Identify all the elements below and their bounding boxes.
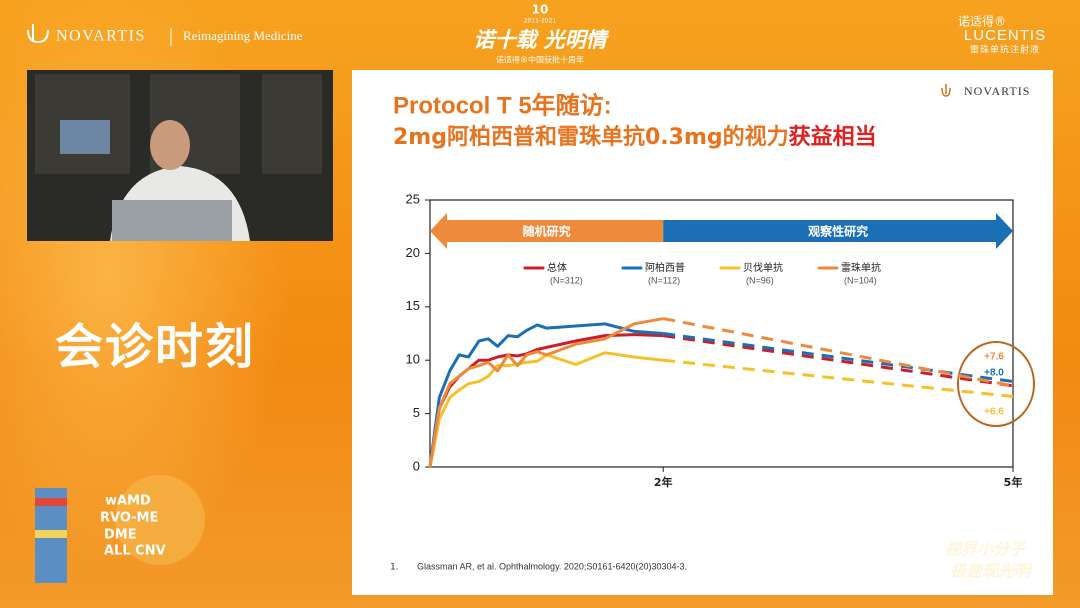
legend-label: 总体 [547,261,567,274]
legend-note: (N=96) [746,275,774,285]
book-stack [35,530,67,538]
laptop [112,200,232,241]
phase-label: 随机研究 [523,224,571,239]
bookshelf [262,74,322,174]
value-label: +6.6 [984,407,1004,418]
event-subtitle: 诺适得®中国获批十周年 [496,55,584,65]
event-years: 2011-2021 [524,18,557,25]
slide-title: 2mg阿柏西普和雷珠单抗0.3mg的视力获益相当 [393,124,877,150]
y-tick-label: 5 [413,405,420,420]
slogan: 视界小分子 [945,540,1027,559]
indication: RVO-ME [100,511,158,526]
presenter-head [150,120,190,170]
series-line [428,317,664,468]
slide-title: Protocol T 5年随访: [393,91,612,119]
y-tick-label: 0 [413,458,420,473]
reference-text: Glassman AR, et al. Ophthalmology. 2020;… [417,561,687,571]
brand: NOVARTIS [56,28,146,45]
value-label: +7.6 [984,352,1004,363]
phase-arrow [663,213,1013,249]
lion-decor [115,475,205,565]
y-tick-label: 10 [406,352,420,367]
slide-logo: NOVARTIS [964,84,1030,98]
slide-logo-icon [941,84,951,97]
x-tick-label: 5年 [1004,475,1023,489]
video-panel [27,70,333,241]
slide-title-highlight: 获益相当 [789,124,877,150]
session-title: 会诊时刻 [55,319,255,375]
indications-decor: wAMD RVO-ME DME ALL CNV [35,475,205,583]
x-tick-label: 2年 [654,475,673,489]
event-badge: 10 [532,3,549,17]
phase-arrow [430,213,664,249]
series-line [428,351,664,468]
highlight-circle [957,341,1035,427]
product-cn: 诺适得® [958,14,1006,29]
reference-number: 1. [390,563,399,573]
header: NOVARTIS Reimagining Medicine 10 2011-20… [27,3,1046,65]
value-label: +8.0 [984,368,1004,379]
product-en: LUCENTIS [964,27,1046,44]
indication: ALL CNV [104,544,166,559]
indication: DME [104,528,137,543]
y-tick-label: 20 [406,245,420,260]
books [60,120,110,154]
legend-note: (N=104) [844,275,877,285]
phase-label: 观察性研究 [808,224,868,239]
slogan: 极速现光明 [950,562,1033,581]
book-stack [35,498,67,506]
legend-note: (N=312) [550,275,583,285]
y-tick-label: 25 [406,191,420,206]
legend-label: 贝伐单抗 [743,261,783,274]
plot-frame [429,199,1014,468]
series-line [428,322,664,468]
slide [352,70,1053,595]
legend-label: 雷珠单抗 [841,261,881,274]
slide-title-text: 2mg阿柏西普和雷珠单抗0.3mg的视力 [393,124,789,150]
event-title: 诺十载 光明情 [473,28,609,52]
legend-note: (N=112) [648,275,680,285]
product-desc: 雷珠单抗注射液 [970,44,1040,56]
legend-label: 阿柏西普 [645,261,685,274]
tagline: Reimagining Medicine [183,28,303,43]
y-tick-label: 15 [406,298,420,313]
brand-icon [27,24,49,44]
indication: wAMD [105,494,151,509]
